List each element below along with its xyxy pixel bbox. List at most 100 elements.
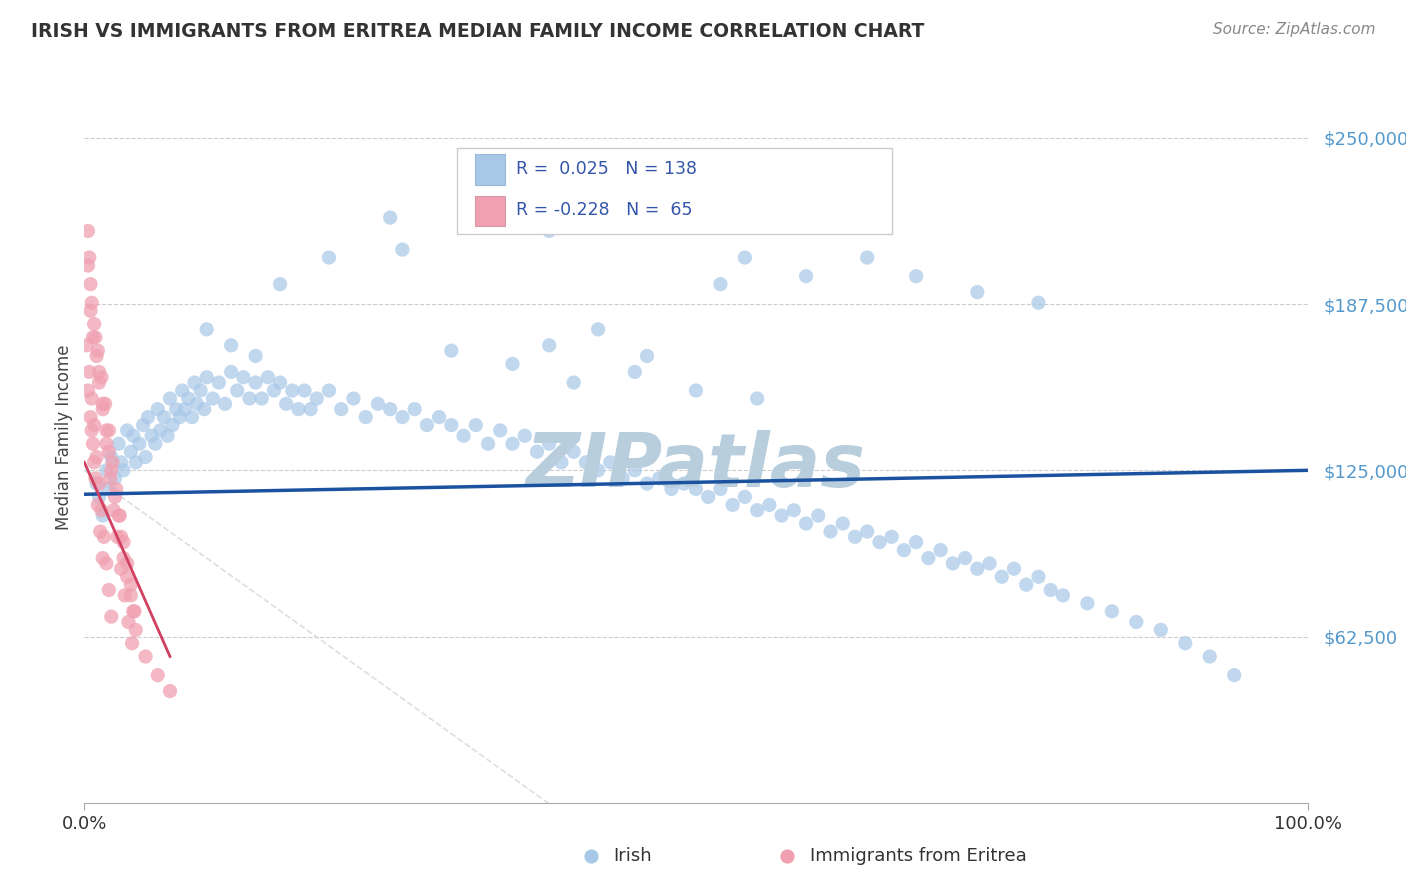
Point — [112, 551, 135, 566]
Point — [96, 424, 118, 438]
Point — [79, 277, 101, 292]
Point — [869, 535, 891, 549]
Point — [219, 365, 242, 379]
Point — [195, 322, 218, 336]
Point — [87, 498, 110, 512]
Point — [380, 211, 402, 225]
Point — [146, 668, 169, 682]
Point — [110, 455, 132, 469]
Point — [844, 530, 866, 544]
Point — [905, 535, 928, 549]
Point — [245, 349, 267, 363]
Point — [77, 384, 100, 398]
Point — [91, 397, 114, 411]
Point — [91, 508, 114, 523]
Point — [404, 402, 426, 417]
Point — [120, 588, 142, 602]
Point — [929, 543, 952, 558]
Y-axis label: Median Family Income: Median Family Income — [55, 344, 73, 530]
Point — [672, 476, 695, 491]
Point — [1198, 649, 1220, 664]
Point — [195, 370, 218, 384]
Point — [318, 251, 340, 265]
Point — [136, 410, 159, 425]
Point — [226, 384, 249, 398]
Point — [391, 410, 413, 425]
Text: Immigrants from Eritrea: Immigrants from Eritrea — [810, 847, 1026, 865]
Point — [263, 384, 285, 398]
Point — [82, 330, 104, 344]
Point — [831, 516, 853, 531]
Point — [159, 392, 181, 406]
Point — [183, 376, 205, 390]
Point — [526, 444, 548, 458]
Point — [122, 604, 145, 618]
Point — [747, 503, 769, 517]
Point — [1125, 615, 1147, 629]
Point — [758, 498, 780, 512]
Point — [208, 376, 231, 390]
Point — [966, 285, 988, 299]
Point — [181, 410, 204, 425]
Point — [538, 436, 561, 450]
Point — [120, 444, 142, 458]
Text: ZIPatlas: ZIPatlas — [526, 430, 866, 503]
Point — [77, 251, 100, 265]
Bar — [475, 195, 505, 227]
Point — [107, 436, 129, 450]
Point — [624, 463, 647, 477]
Text: Source: ZipAtlas.com: Source: ZipAtlas.com — [1212, 22, 1375, 37]
Point — [1028, 295, 1050, 310]
Point — [489, 424, 512, 438]
Point — [1002, 562, 1025, 576]
Point — [464, 418, 486, 433]
Point — [305, 392, 328, 406]
Point — [281, 384, 304, 398]
Point — [143, 436, 166, 450]
Point — [942, 557, 965, 571]
Point — [156, 429, 179, 443]
Point — [90, 370, 112, 384]
Point — [117, 615, 139, 629]
Point — [80, 424, 103, 438]
Point — [177, 392, 200, 406]
Point — [76, 338, 98, 352]
Point — [794, 269, 817, 284]
Point — [538, 224, 561, 238]
Point — [562, 376, 585, 390]
Point — [380, 402, 402, 417]
Point — [83, 455, 105, 469]
Point — [190, 384, 212, 398]
Point — [685, 384, 707, 398]
Point — [132, 418, 155, 433]
Point — [636, 476, 658, 491]
Point — [82, 436, 104, 450]
Text: IRISH VS IMMIGRANTS FROM ERITREA MEDIAN FAMILY INCOME CORRELATION CHART: IRISH VS IMMIGRANTS FROM ERITREA MEDIAN … — [31, 22, 924, 41]
Point — [758, 796, 780, 810]
Point — [586, 796, 609, 810]
Point — [599, 455, 621, 469]
Point — [114, 588, 136, 602]
Point — [97, 582, 120, 597]
Point — [89, 524, 111, 539]
Point — [83, 317, 105, 331]
Point — [880, 530, 903, 544]
Point — [125, 623, 148, 637]
Point — [104, 490, 127, 504]
Point — [96, 463, 118, 477]
Point — [87, 343, 110, 358]
Point — [1015, 577, 1038, 591]
Point — [110, 562, 132, 576]
Point — [856, 524, 879, 539]
Point — [112, 463, 135, 477]
Point — [94, 397, 117, 411]
Point — [1076, 596, 1098, 610]
Point — [709, 277, 731, 292]
Point — [538, 338, 561, 352]
Point — [107, 508, 129, 523]
Point — [238, 392, 260, 406]
Point — [115, 557, 138, 571]
Point — [214, 397, 236, 411]
Point — [84, 330, 107, 344]
Point — [91, 402, 114, 417]
